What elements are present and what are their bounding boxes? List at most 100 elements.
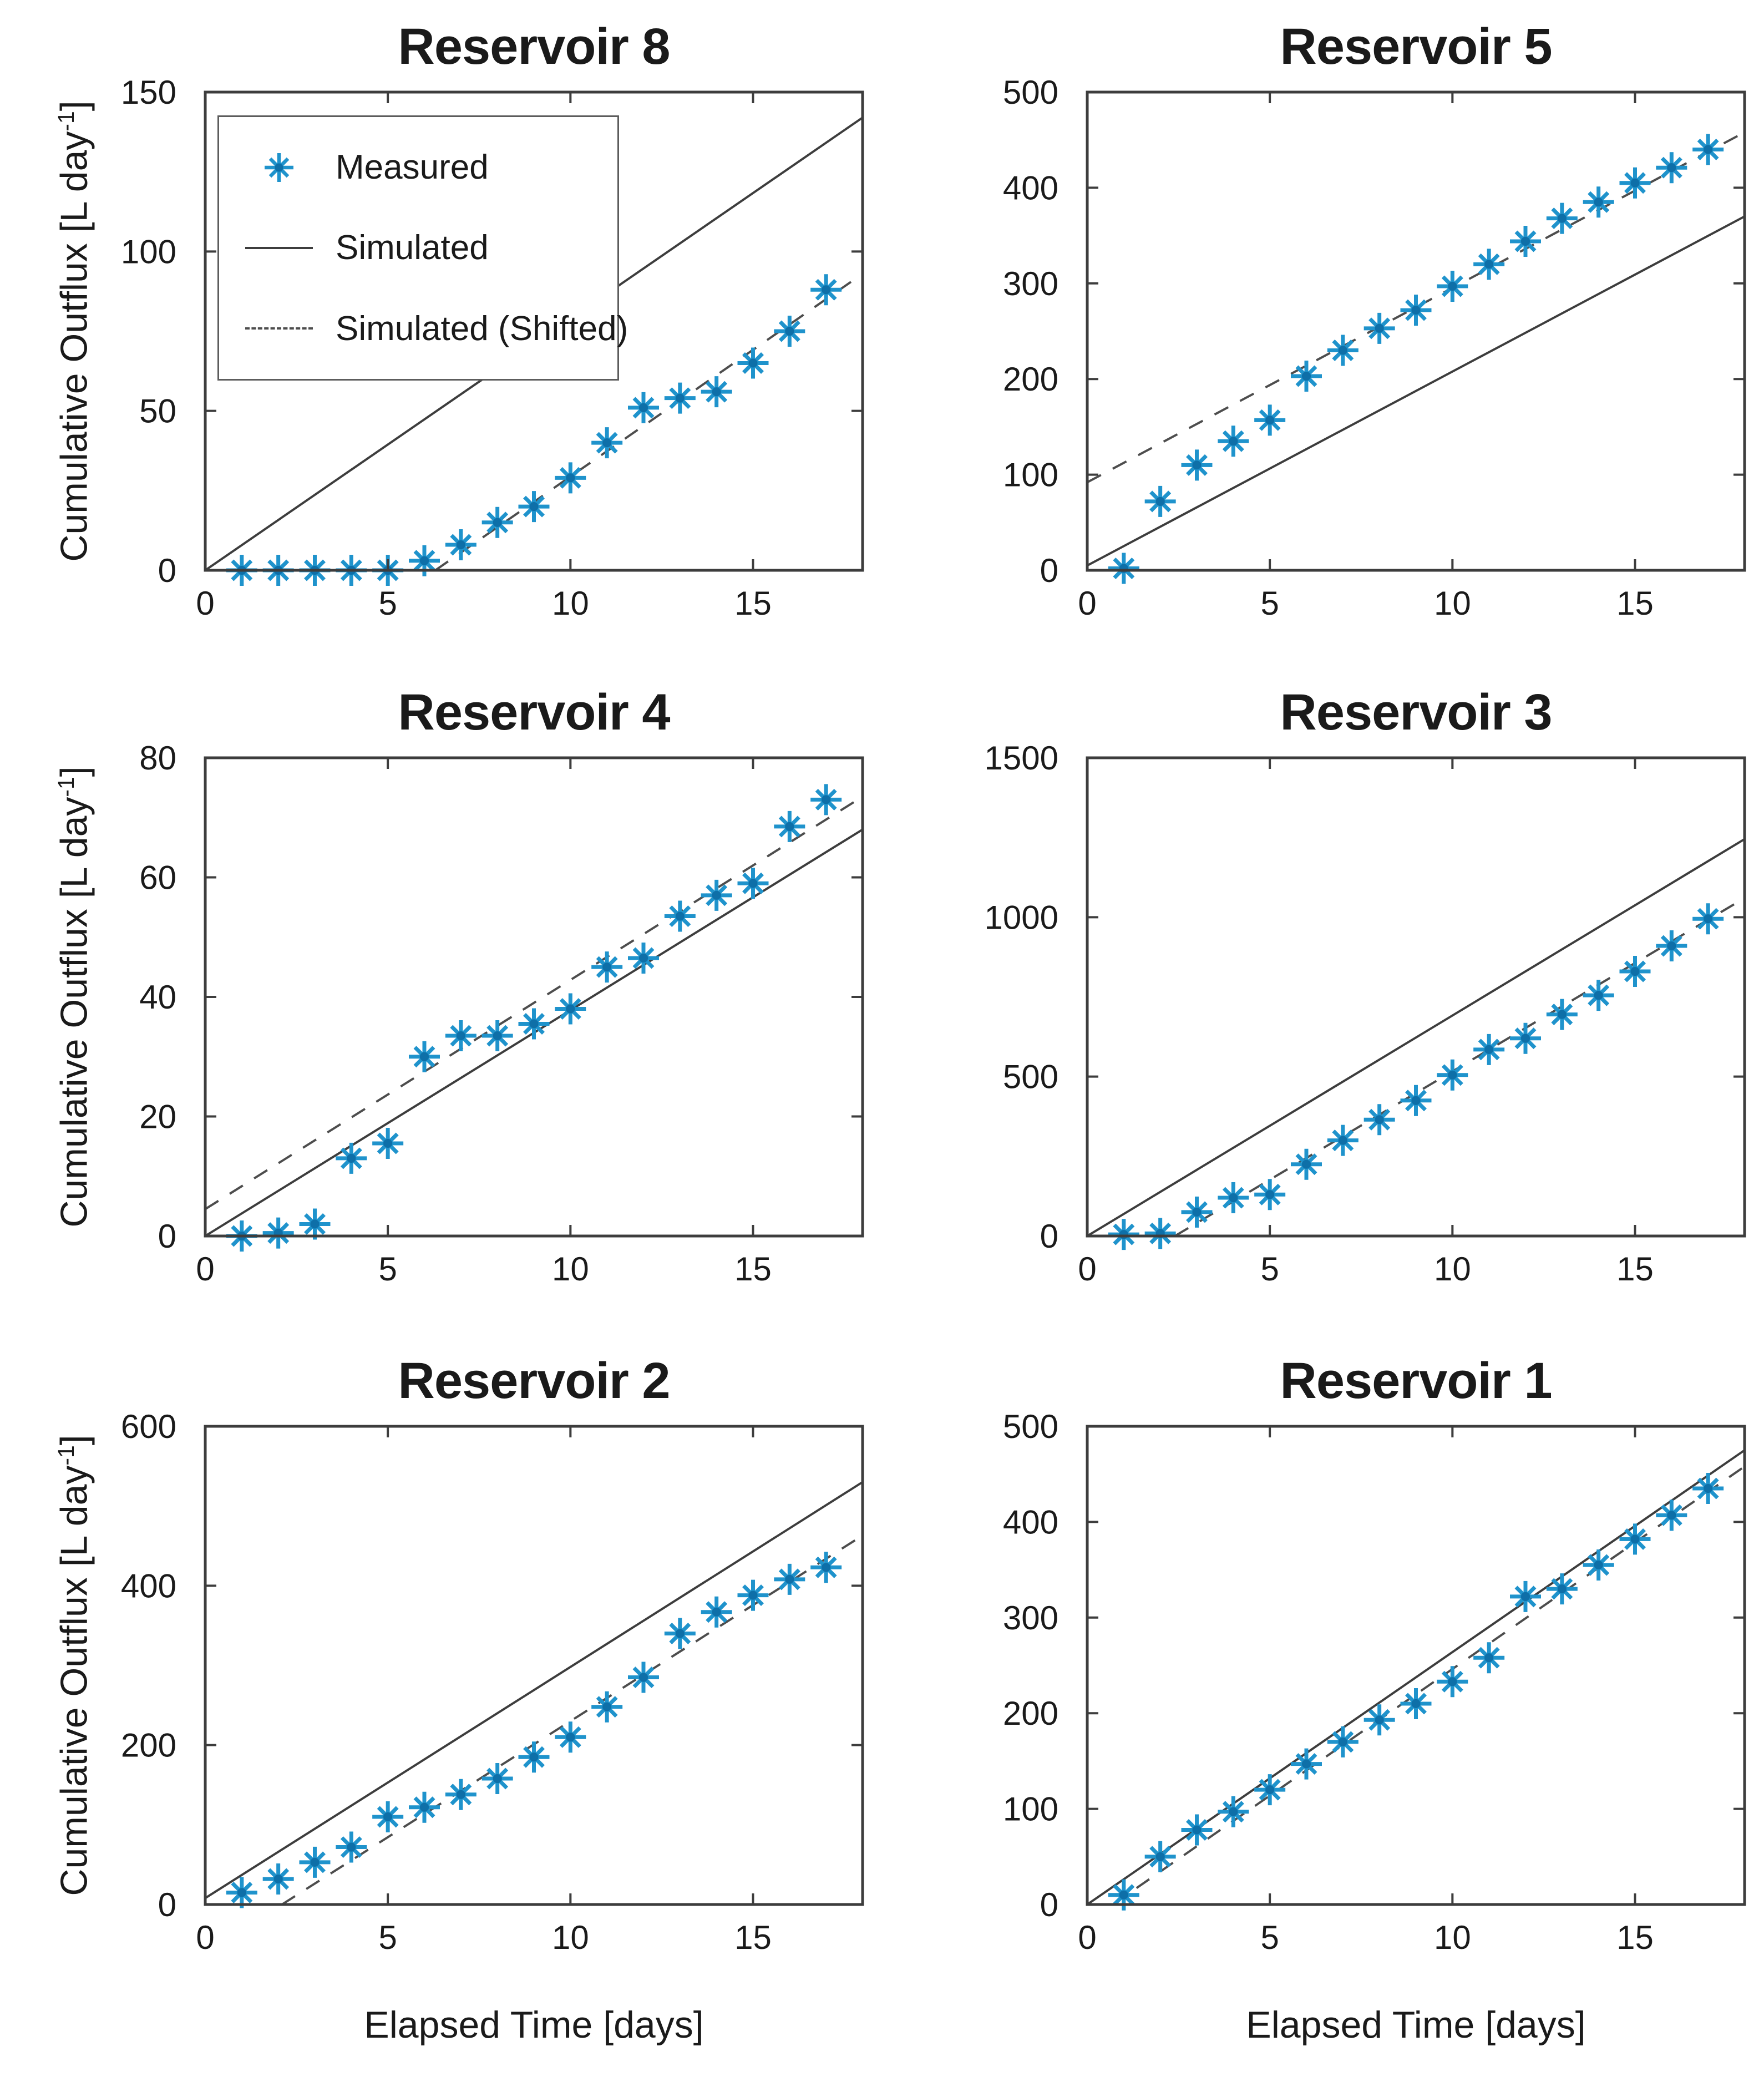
measured-marker (1254, 404, 1286, 436)
y-tick-label: 80 (139, 739, 176, 777)
y-tick-label: 300 (1003, 265, 1058, 302)
measured-marker (701, 376, 732, 408)
measured-marker (262, 1863, 294, 1895)
measured-marker (1327, 1726, 1359, 1757)
measured-marker (445, 1020, 477, 1052)
measured-marker (737, 347, 769, 379)
y-tick-label: 0 (1040, 1886, 1058, 1923)
tick-labels: 0 5 10 15 0 200 400 600 (121, 1408, 772, 1956)
measured-marker (1510, 1581, 1541, 1612)
chart-title: Reservoir 5 (1280, 18, 1552, 75)
measured-marker (664, 900, 696, 932)
x-tick-label: 10 (552, 585, 589, 622)
measured-marker (1437, 270, 1468, 302)
measured-marker (1692, 1473, 1724, 1505)
chart-title: Reservoir 8 (398, 18, 670, 75)
measured-marker (1291, 1748, 1322, 1780)
measured-marker (664, 382, 696, 414)
measured-marker (1181, 1196, 1213, 1228)
measured-marker-icon (235, 148, 323, 187)
y-tick-label: 1000 (985, 899, 1058, 936)
panel-reservoir-5: 0 5 10 15 0 100 200 300 400 500 Reservoir 5 (904, 9, 1764, 675)
x-tick-label: 0 (196, 1250, 214, 1288)
panel-reservoir-2: 0 5 10 15 0 200 400 600 Reservoir 2 Cumulative … (22, 1343, 904, 2097)
axes-box (204, 90, 864, 572)
measured-marker (1473, 1034, 1505, 1065)
measured-marker (445, 1779, 477, 1810)
measured-marker (1583, 980, 1614, 1011)
measured-marker (1437, 1059, 1468, 1091)
x-tick-label: 10 (1434, 1919, 1471, 1956)
measured-marker (1546, 999, 1578, 1030)
measured-marker (701, 879, 732, 911)
simulated-line (1087, 215, 1745, 567)
axes-box (1086, 90, 1746, 572)
x-axis-label: Elapsed Time [days] (1246, 2004, 1586, 2046)
y-tick-label: 500 (1003, 1058, 1058, 1096)
measured-series (1108, 134, 1724, 584)
measured-series (1108, 1473, 1724, 1911)
x-tick-label: 0 (1078, 1250, 1096, 1288)
x-tick-label: 15 (734, 1919, 772, 1956)
panel-reservoir-1: 0 5 10 15 0 100 200 300 400 500 Reservoir 1 Elaps… (904, 1343, 1764, 2097)
y-axis-label-close: ] (53, 100, 95, 112)
measured-marker (1144, 1218, 1176, 1249)
y-axis-label-superscript: -1 (53, 777, 79, 797)
axes-box (204, 756, 864, 1238)
tick-marks (204, 1425, 863, 1906)
measured-marker (1400, 1688, 1432, 1719)
measured-marker (1291, 361, 1322, 392)
legend: Measured Simulated Simulated (Shifted) (217, 115, 628, 381)
x-tick-label: 5 (1260, 1250, 1279, 1288)
y-tick-label: 300 (1003, 1599, 1058, 1637)
x-tick-label: 0 (196, 585, 214, 622)
measured-marker (1656, 930, 1687, 962)
measured-marker (1254, 1774, 1286, 1806)
tick-marks (204, 757, 863, 1237)
x-tick-label: 15 (1616, 1919, 1654, 1956)
tick-labels: 0 5 10 15 0 100 200 300 400 500 (1003, 74, 1654, 622)
simulated-line (1087, 838, 1745, 1236)
measured-marker (1363, 312, 1395, 344)
legend-label: Simulated (Shifted) (336, 309, 628, 348)
measured-marker (1546, 1573, 1578, 1605)
panel-reservoir-3: 0 5 10 15 0 500 1000 1500 Reservoir 3 (904, 675, 1764, 1343)
x-tick-label: 5 (1260, 585, 1279, 622)
measured-marker (1692, 903, 1724, 935)
measured-marker (1510, 225, 1541, 257)
measured-marker (1437, 1666, 1468, 1698)
simulated-shifted-line (205, 796, 863, 1210)
y-tick-label: 500 (1003, 74, 1058, 111)
x-tick-label: 15 (734, 585, 772, 622)
y-axis-label-text: Cumulative Outflux [L day (53, 131, 95, 562)
x-tick-label: 5 (378, 1250, 397, 1288)
axes-box (1086, 756, 1746, 1238)
y-axis-label: Cumulative Outflux [L day-1] (38, 664, 95, 1330)
measured-marker (1619, 167, 1651, 199)
legend-item-measured: Measured (235, 148, 617, 187)
x-tick-label: 15 (734, 1250, 772, 1288)
measured-marker (1218, 1796, 1249, 1827)
measured-marker (774, 316, 805, 347)
measured-marker (1291, 1148, 1322, 1180)
simulated-lines (1087, 838, 1745, 1236)
y-tick-label: 0 (158, 1886, 176, 1923)
measured-marker (1400, 295, 1432, 326)
measured-marker (737, 868, 769, 899)
measured-marker (1473, 249, 1505, 280)
measured-marker (265, 153, 293, 182)
legend-label: Measured (336, 148, 489, 187)
y-axis-label-text: Cumulative Outflux [L day (53, 797, 95, 1228)
measured-marker (1108, 1219, 1139, 1250)
measured-marker (1363, 1704, 1395, 1736)
measured-marker (1546, 202, 1578, 234)
measured-marker (336, 1142, 367, 1174)
panel-reservoir-4: 0 5 10 15 0 20 40 60 80 Reservoir 4 Cumulative O… (22, 675, 904, 1343)
measured-marker (1144, 485, 1176, 517)
x-tick-label: 10 (552, 1919, 589, 1956)
simulated-lines (1087, 1449, 1745, 1904)
measured-marker (1583, 1549, 1614, 1581)
measured-series (1108, 903, 1724, 1250)
